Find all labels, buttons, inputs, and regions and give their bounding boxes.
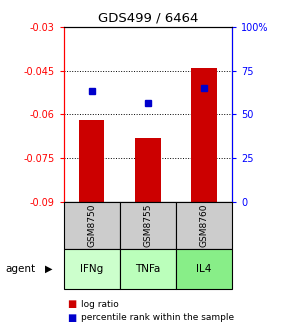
- Bar: [120, 202, 176, 249]
- Text: log ratio: log ratio: [81, 300, 119, 308]
- Bar: [176, 249, 232, 289]
- Bar: [120, 249, 176, 289]
- Text: IFNg: IFNg: [80, 264, 104, 274]
- Text: ■: ■: [67, 312, 76, 323]
- Title: GDS499 / 6464: GDS499 / 6464: [98, 11, 198, 24]
- Bar: [64, 249, 120, 289]
- Text: ▶: ▶: [45, 264, 52, 274]
- Bar: [176, 202, 232, 249]
- Text: ■: ■: [67, 299, 76, 309]
- Bar: [79, 120, 104, 202]
- Text: agent: agent: [6, 264, 36, 274]
- Text: GSM8760: GSM8760: [200, 203, 209, 247]
- Text: TNFa: TNFa: [135, 264, 161, 274]
- Text: GSM8750: GSM8750: [87, 203, 96, 247]
- Text: percentile rank within the sample: percentile rank within the sample: [81, 313, 234, 322]
- Text: IL4: IL4: [196, 264, 212, 274]
- Bar: [64, 202, 120, 249]
- Bar: [191, 68, 217, 202]
- Text: GSM8755: GSM8755: [143, 203, 153, 247]
- Bar: [135, 137, 161, 202]
